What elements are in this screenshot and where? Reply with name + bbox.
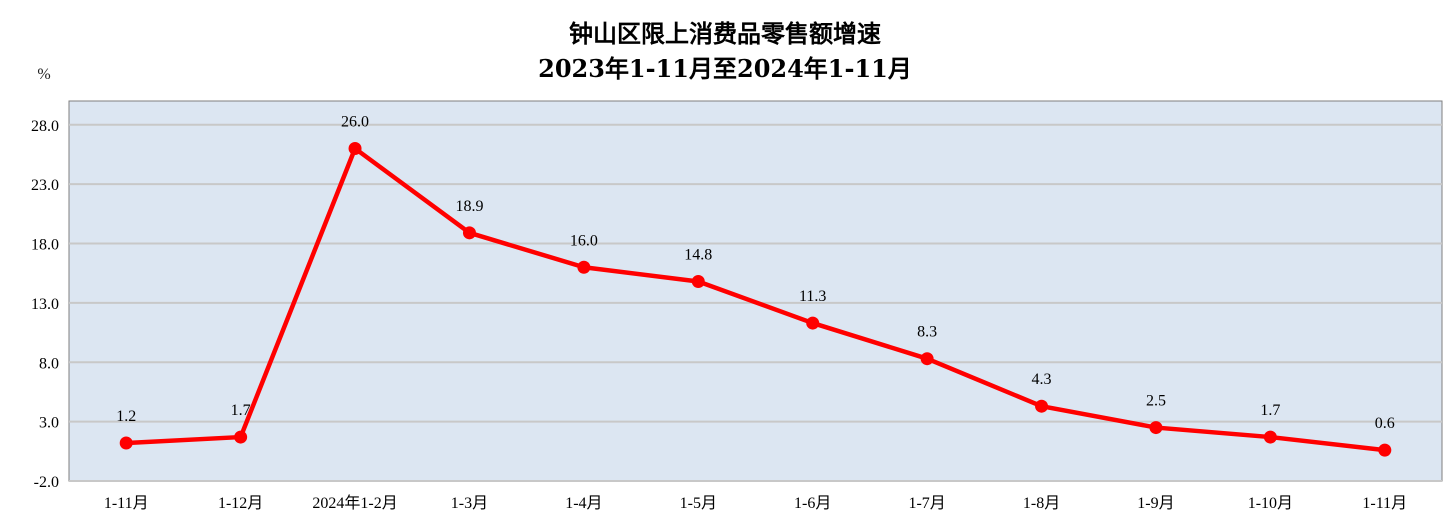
data-label: 1.7 [1260, 402, 1280, 419]
data-point [1035, 399, 1049, 413]
plot-area [68, 100, 1443, 482]
y-tick-label: 23.0 [31, 177, 59, 194]
x-tick-label: 1-12月 [218, 495, 263, 512]
x-tick-label: 1-3月 [451, 495, 488, 512]
data-point [1378, 443, 1392, 457]
data-point [1149, 421, 1163, 435]
x-axis-ticks: 1-11月 1-12月 2024年1-2月 1-3月 1-4月 1-5月 1-6月 1-7月 1… [104, 494, 1407, 512]
data-point [234, 430, 248, 444]
x-tick-label: 1-9月 [1137, 495, 1174, 512]
data-label: 8.3 [917, 324, 937, 341]
y-axis-ticks: -2.0 3.0 8.0 13.0 18.0 23.0 28.0 [31, 118, 59, 491]
y-axis-unit-label: % [37, 66, 50, 83]
x-tick-label: 1-7月 [908, 495, 945, 512]
data-point [691, 275, 705, 288]
data-point [806, 316, 820, 330]
series-line [126, 146, 1386, 453]
data-point [577, 260, 591, 274]
data-label: 1.7 [231, 402, 251, 419]
data-label: 16.0 [570, 232, 598, 249]
x-tick-label: 1-10月 [1248, 495, 1293, 512]
chart-subtitle: 2023年1-11月至2024年1-11月 [538, 54, 912, 83]
y-tick-label: 8.0 [39, 355, 59, 372]
chart-title: 钟山区限上消费品零售额增速 [569, 19, 881, 48]
gridlines [69, 123, 1442, 482]
x-tick-label: 1-4月 [565, 495, 602, 512]
data-label: 0.6 [1375, 415, 1395, 432]
y-tick-label: -2.0 [34, 474, 59, 491]
data-markers [119, 142, 1392, 457]
x-tick-label: 1-5月 [680, 495, 717, 512]
y-tick-label: 13.0 [31, 296, 59, 313]
data-label: 4.3 [1032, 371, 1052, 388]
x-tick-label: 1-11月 [1362, 495, 1407, 512]
data-labels: 1.2 1.7 26.0 18.9 16.0 14.8 11.3 8.3 4.3 2.5 1.7 0.… [116, 114, 1395, 433]
x-tick-label: 1-8月 [1023, 495, 1060, 512]
y-tick-label: 28.0 [31, 118, 59, 135]
data-point [348, 142, 362, 155]
data-label: 14.8 [684, 247, 712, 264]
x-tick-label: 1-11月 [104, 495, 149, 512]
data-point [920, 352, 934, 366]
x-tick-label: 2024年1-2月 [312, 494, 397, 512]
x-tick-label: 1-6月 [794, 495, 831, 512]
data-label: 18.9 [455, 198, 483, 215]
data-label: 26.0 [341, 114, 369, 131]
data-label: 2.5 [1146, 393, 1166, 410]
data-label: 11.3 [799, 288, 826, 305]
data-point [1263, 430, 1277, 444]
y-tick-label: 3.0 [39, 415, 59, 432]
data-label: 1.2 [116, 408, 136, 425]
data-point [119, 436, 133, 450]
data-point [462, 226, 476, 240]
y-tick-label: 18.0 [31, 237, 59, 254]
